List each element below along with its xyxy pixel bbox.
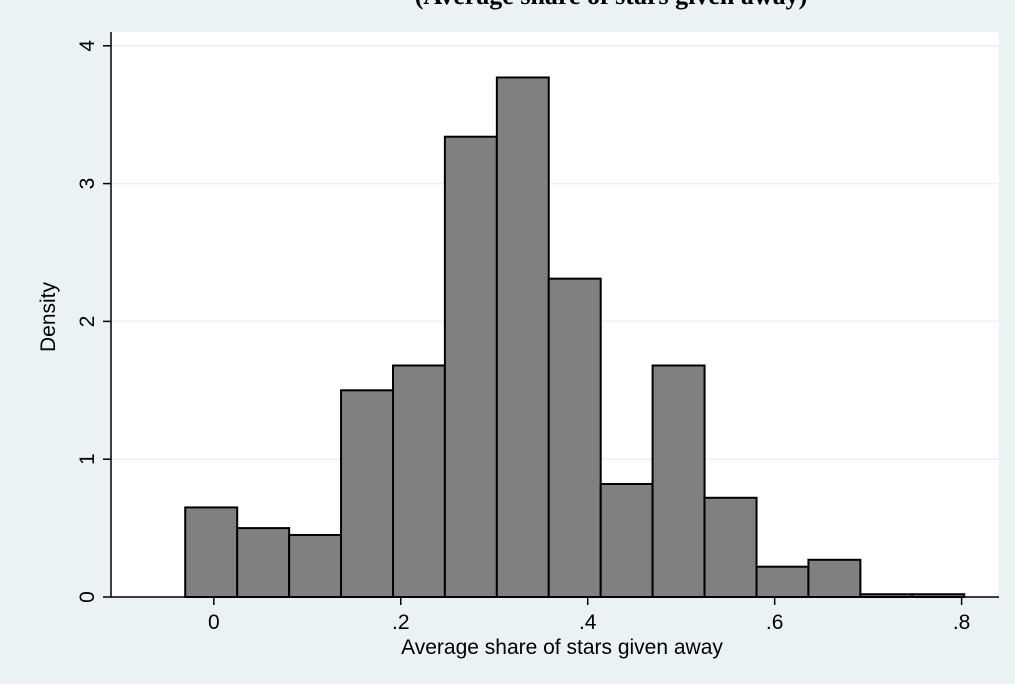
- histogram-bar: [495, 76, 550, 599]
- y-axis-title: Density: [37, 281, 60, 352]
- x-tick-label: .6: [766, 611, 784, 634]
- x-tick-label: .2: [392, 611, 410, 634]
- histogram-bar: [443, 135, 498, 598]
- histogram-bar: [288, 533, 343, 598]
- histogram-bar: [547, 277, 602, 598]
- histogram-bar: [755, 565, 810, 598]
- histogram-bar: [807, 558, 862, 598]
- y-axis-ticks: 0 1 2 3 4: [76, 40, 111, 603]
- histogram-bar: [651, 364, 706, 598]
- histogram-bar: [392, 364, 446, 598]
- x-axis-title: Average share of stars given away: [401, 636, 723, 659]
- histogram-bar: [599, 483, 654, 598]
- histogram-bars: [184, 76, 966, 599]
- x-axis-ticks: 0 .2 .4 .6 .8: [208, 597, 970, 634]
- x-tick-label: .8: [953, 611, 971, 634]
- y-tick-label: 3: [76, 178, 99, 190]
- histogram-bar: [703, 496, 758, 598]
- axes: [110, 32, 999, 598]
- x-tick-label: 0: [208, 611, 220, 634]
- histogram-bar: [184, 506, 239, 598]
- x-tick-label: .4: [579, 611, 597, 634]
- y-tick-label: 0: [76, 591, 99, 603]
- histogram-bar: [340, 389, 395, 599]
- y-tick-label: 2: [76, 316, 99, 328]
- y-tick-label: 1: [76, 453, 99, 465]
- y-tick-label: 4: [76, 40, 99, 52]
- chart-title: (Average share of stars given away): [415, 0, 808, 10]
- histogram-bar: [236, 527, 291, 598]
